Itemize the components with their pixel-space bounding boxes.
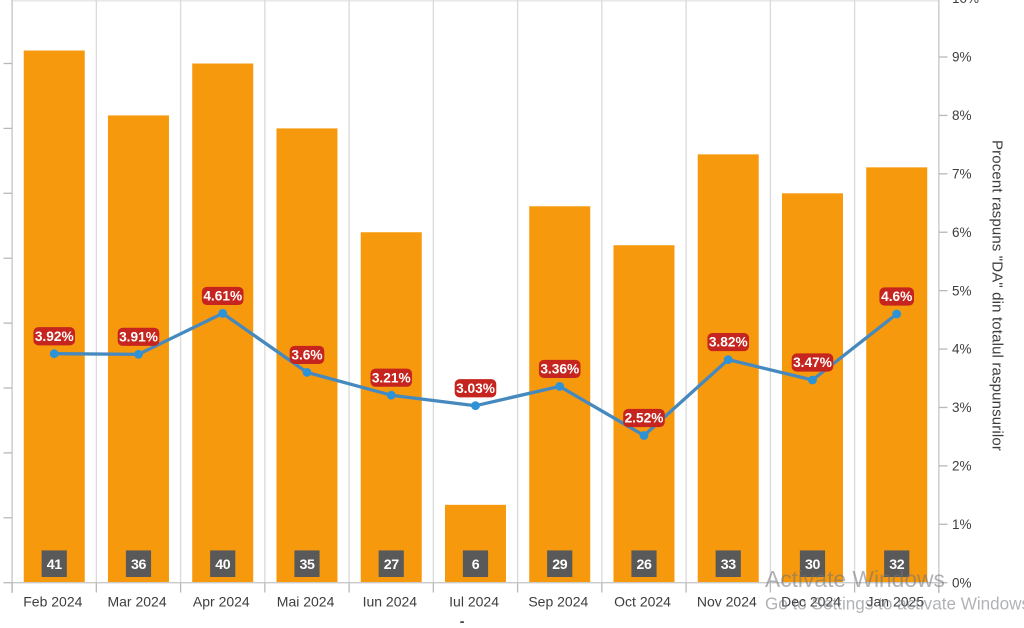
svg-text:Nov 2024: Nov 2024	[697, 593, 757, 609]
svg-text:3.47%: 3.47%	[793, 355, 832, 370]
svg-text:6%: 6%	[952, 225, 972, 240]
svg-text:9%: 9%	[952, 50, 972, 65]
svg-text:Apr 2024: Apr 2024	[193, 593, 250, 609]
svg-text:3.03%: 3.03%	[456, 381, 495, 396]
svg-text:Iun 2024: Iun 2024	[363, 593, 418, 609]
svg-text:32: 32	[889, 557, 904, 573]
svg-text:3%: 3%	[952, 400, 972, 415]
svg-text:30: 30	[805, 557, 820, 573]
svg-text:Procent raspuns "DA" din total: Procent raspuns "DA" din totalul raspuns…	[988, 140, 1005, 451]
svg-text:Mar 2024: Mar 2024	[107, 593, 166, 609]
svg-text:6: 6	[472, 557, 480, 573]
svg-text:33: 33	[721, 557, 736, 573]
svg-text:4.6%: 4.6%	[881, 289, 912, 304]
svg-text:40: 40	[215, 557, 230, 573]
svg-text:Jan 2025: Jan 2025	[867, 593, 925, 609]
svg-text:27: 27	[384, 557, 399, 573]
svg-text:4.61%: 4.61%	[203, 289, 242, 304]
svg-text:3.21%: 3.21%	[372, 370, 411, 385]
svg-text:35: 35	[299, 557, 314, 573]
svg-text:26: 26	[636, 557, 651, 573]
svg-text:41: 41	[47, 557, 62, 573]
svg-text:Dec 2024: Dec 2024	[781, 593, 841, 609]
svg-text:Activate Windows: Activate Windows	[765, 566, 945, 592]
svg-text:2.52%: 2.52%	[625, 411, 664, 426]
svg-text:3.92%: 3.92%	[35, 329, 74, 344]
svg-text:3.36%: 3.36%	[540, 362, 579, 377]
svg-text:3.6%: 3.6%	[291, 348, 322, 363]
svg-text:4%: 4%	[952, 342, 972, 357]
svg-text:Feb 2024: Feb 2024	[23, 593, 82, 609]
svg-text:10%: 10%	[952, 0, 979, 6]
svg-text:29: 29	[552, 557, 567, 573]
svg-text:5%: 5%	[952, 283, 972, 298]
svg-text:8%: 8%	[952, 108, 972, 123]
svg-text:36: 36	[131, 557, 146, 573]
svg-text:0%: 0%	[952, 575, 972, 590]
svg-text:3.91%: 3.91%	[119, 329, 158, 344]
svg-text:Iul 2024: Iul 2024	[449, 593, 499, 609]
svg-text:3.82%: 3.82%	[709, 335, 748, 350]
svg-text:Sep 2024: Sep 2024	[528, 593, 588, 609]
svg-text:1%: 1%	[952, 517, 972, 532]
svg-text:7%: 7%	[952, 166, 972, 181]
svg-text:Oct 2024: Oct 2024	[614, 593, 671, 609]
svg-text:2%: 2%	[952, 458, 972, 473]
svg-text:Mai 2024: Mai 2024	[277, 593, 335, 609]
svg-text:Go to Settings to activate Win: Go to Settings to activate Windows	[765, 595, 1024, 614]
